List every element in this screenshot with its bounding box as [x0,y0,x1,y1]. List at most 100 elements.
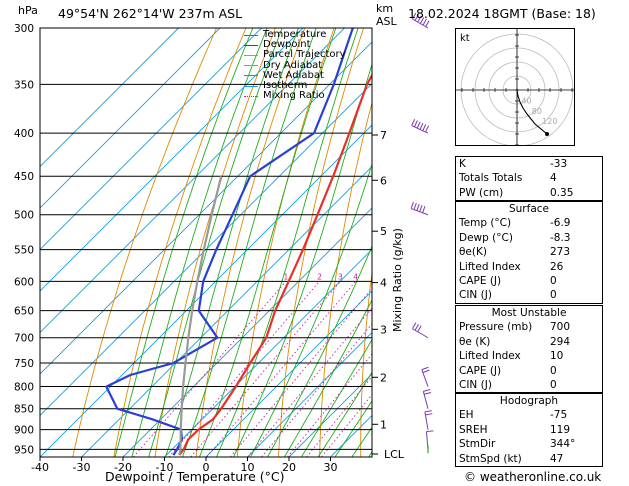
dry-adiabat-line [113,28,247,457]
mixing-ratio-line [230,287,372,457]
row-label: Totals Totals [459,172,523,185]
panel-title: Hodograph [499,395,559,407]
row-label: CIN (J) [459,289,492,302]
pressure-tick-label: 300 [14,23,34,35]
table-row: CAPE (J) 0 [456,274,602,288]
legend: Temperature Dewpoint Parcel Trajectory Dry … [244,29,346,101]
hodograph-trace [516,89,548,135]
row-label: K [459,158,466,170]
isotherm-line [40,82,372,417]
table-row: EH -75 [456,408,602,422]
wet-adiabat-line [215,28,359,457]
row-label: SREH [459,423,488,436]
km-tick-label: 5 [380,225,387,238]
hodograph-panel: Hodograph EH -75 SREH 119 StmDir 344° StmSpd (k… [455,393,603,468]
pressure-tick-label: 450 [14,171,34,183]
legend-item: Temperature [244,29,346,40]
pressure-tick-label: 600 [14,276,34,288]
hodograph-ring-label: 40 [521,96,531,105]
row-label: PW (cm) [459,186,504,199]
legend-label: Parcel Trajectory [263,49,346,61]
pressure-tick-label: 550 [14,245,34,257]
table-row: PW (cm) 0.35 [456,186,602,200]
profiles [104,28,372,456]
mixing-ratio-line [306,375,372,457]
legend-item: Wet Adiabat [244,69,346,81]
row-value: 4 [550,172,557,185]
mixing-ratio-label: 2 [317,272,322,281]
row-value: 294 [550,335,571,348]
row-value: 10 [550,350,564,363]
dry-adiabat-line [277,28,365,457]
wind-barb [421,366,430,387]
row-label: StmDir [459,438,496,451]
wind-barb [411,12,430,29]
table-row: Lifted Index 10 [456,349,602,363]
table-row: Totals Totals 4 [456,171,602,185]
mixing-ratio-line [206,281,356,457]
panel-title: Most Unstable [491,307,567,319]
row-value: 26 [550,260,564,273]
pressure-tick-label: 800 [14,382,34,394]
mixing-ratio-line [261,323,372,457]
location-title: 49°54'N 262°14'W 237m ASL [58,6,243,21]
isotherm-line [40,124,372,457]
isotherm-line [81,165,372,457]
km-tick-label: 6 [380,174,387,187]
row-label: Pressure (mb) [459,321,533,334]
pressure-tick-label: 400 [14,128,34,140]
row-label: Lifted Index [459,350,521,363]
legend-swatch [244,75,258,77]
km-tick-label: 4 [380,277,387,290]
row-label: StmSpd (kt) [459,452,522,465]
mixing-ratio-line [168,281,320,457]
row-label: EH [459,409,474,422]
x-tick-label: 30 [324,461,338,474]
km-tick-label: 2 [380,371,387,384]
panel-title: Surface [508,203,549,215]
mixing-ratio-axis-label: Mixing Ratio (g/kg) [391,228,404,332]
wind-barb [424,410,433,430]
table-row: StmSpd (kt) 47 [456,452,602,466]
row-value: 700 [550,321,571,334]
row-label: θe(K) [459,246,487,259]
isotherm-line [40,28,304,292]
isotherm-line [40,28,179,168]
row-value: 0 [550,289,557,302]
row-value: 0 [550,275,557,288]
row-label: CAPE (J) [459,275,502,288]
wet-adiabat-line [267,245,372,457]
legend-swatch [244,44,258,46]
legend-item: Dry Adiabat [244,60,346,71]
isotherm-line [122,207,372,457]
datetime-title: 18.02.2024 18GMT (Base: 18) [408,6,596,21]
surface-panel: Surface Temp (°C) -6.9 Dewp (°C) -8.3 θe(K) 27… [455,201,603,304]
mixing-ratio-label: 3 [338,272,343,281]
row-label: Lifted Index [459,260,521,273]
km-label: km [376,2,394,15]
x-axis-label: Dewpoint / Temperature (°C) [105,469,285,484]
dry-adiabat-line [360,269,372,457]
x-tick-label: 0 [203,461,210,474]
isotherm-line [288,373,372,457]
wind-barb [422,389,432,409]
mixing-ratio-line [133,281,287,457]
lcl-label: LCL [384,448,405,461]
series-line-parcel-trajectory [178,175,223,456]
wet-adiabat-line [317,371,372,457]
isotherm-line [205,290,372,457]
legend-item: Dewpoint [244,39,346,50]
legend-label: Wet Adiabat [263,69,324,81]
table-row: StmDir 344° [456,437,602,451]
legend-item: Mixing Ratio [244,91,346,101]
row-value: 119 [550,423,571,436]
row-value: -6.9 [550,217,571,230]
table-row: Pressure (mb) 700 [456,320,602,334]
pressure-tick-label: 350 [14,79,34,91]
x-tick-label: -30 [73,461,91,474]
table-row: CAPE (J) 0 [456,364,602,378]
x-tick-label: -10 [156,461,174,474]
wet-adiabat-line [334,400,372,457]
hodograph-unit-label: kt [460,33,470,44]
